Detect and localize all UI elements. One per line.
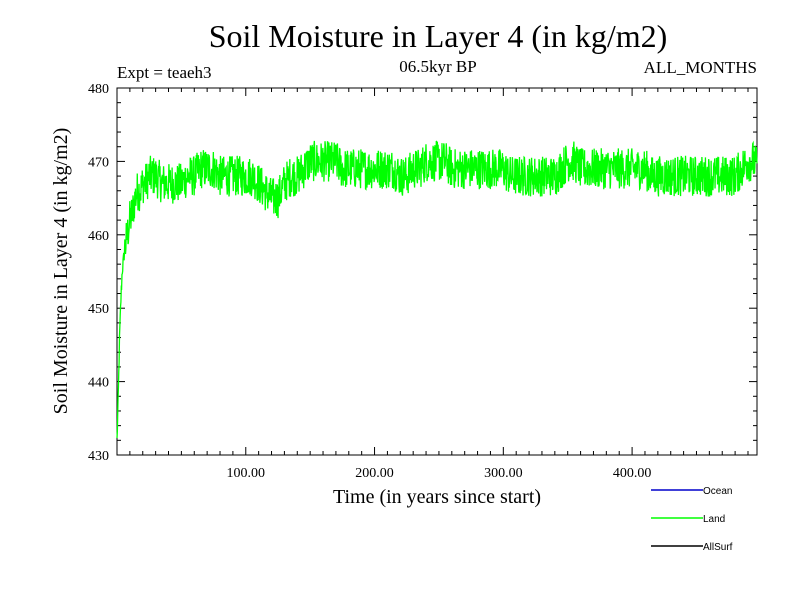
- x-tick-label: 400.00: [613, 466, 652, 481]
- months-label: ALL_MONTHS: [644, 58, 757, 77]
- x-axis-ticks: 100.00 200.00 300.00 400.00: [129, 88, 749, 481]
- y-tick-label: 460: [88, 229, 109, 244]
- y-tick-label: 470: [88, 155, 109, 170]
- legend-label-ocean: Ocean: [703, 486, 732, 497]
- x-tick-label: 100.00: [227, 466, 266, 481]
- period-label: 06.5kyr BP: [399, 57, 476, 76]
- y-tick-label: 430: [88, 449, 109, 464]
- legend-label-allsurf: AllSurf: [703, 542, 733, 553]
- y-tick-label: 450: [88, 302, 109, 317]
- chart-title: Soil Moisture in Layer 4 (in kg/m2): [209, 18, 668, 54]
- y-axis-ticks: 430 440 450 460 470 480: [88, 82, 757, 464]
- legend-label-land: Land: [703, 514, 725, 525]
- x-axis-label: Time (in years since start): [333, 486, 541, 508]
- experiment-label: Expt = teaeh3: [117, 63, 212, 82]
- series-line-land: [116, 140, 758, 439]
- series-layer: [116, 140, 758, 439]
- plot-frame: [116, 87, 758, 456]
- y-tick-label: 480: [88, 82, 109, 97]
- legend: Ocean Land AllSurf: [651, 486, 733, 553]
- x-tick-label: 300.00: [484, 466, 523, 481]
- y-tick-label: 440: [88, 376, 109, 391]
- y-axis-label: Soil Moisture in Layer 4 (in kg/m2): [50, 128, 72, 415]
- x-tick-label: 200.00: [355, 466, 394, 481]
